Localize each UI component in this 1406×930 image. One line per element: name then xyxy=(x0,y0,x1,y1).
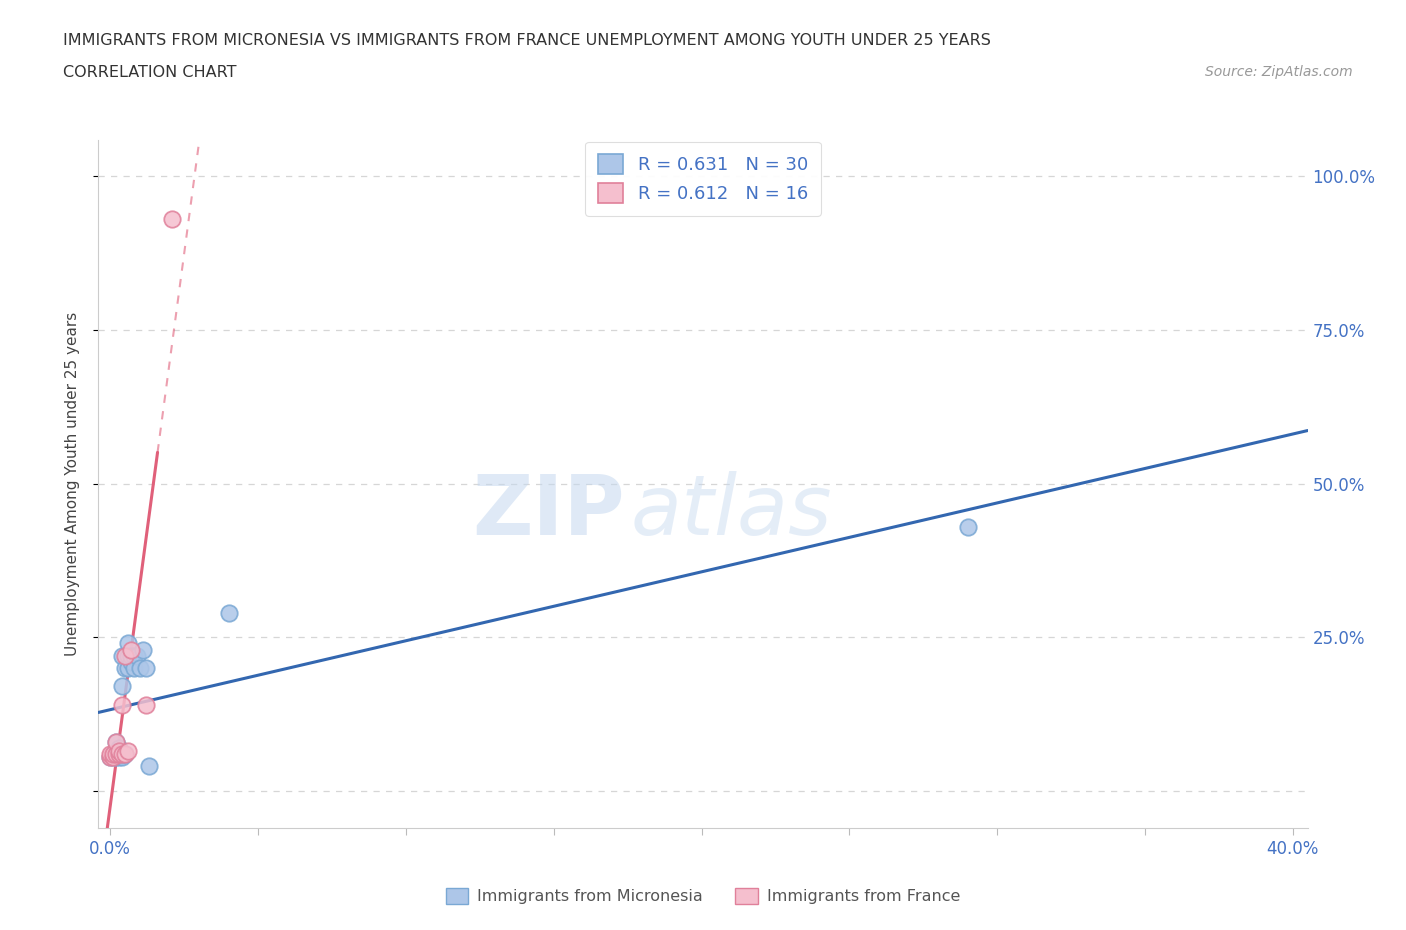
Y-axis label: Unemployment Among Youth under 25 years: Unemployment Among Youth under 25 years xyxy=(65,312,80,656)
Point xyxy=(111,698,134,712)
Point xyxy=(117,636,139,651)
Point xyxy=(98,750,121,764)
Point xyxy=(122,660,145,675)
Point xyxy=(105,747,128,762)
Point xyxy=(114,747,136,762)
Point xyxy=(122,648,145,663)
Point xyxy=(105,747,128,762)
Point xyxy=(111,648,134,663)
Text: atlas: atlas xyxy=(630,471,832,551)
Point xyxy=(132,642,155,657)
Point xyxy=(135,660,157,675)
Text: Source: ZipAtlas.com: Source: ZipAtlas.com xyxy=(1205,65,1353,79)
Point xyxy=(105,750,128,764)
Point xyxy=(103,747,125,762)
Point xyxy=(114,747,136,762)
Point xyxy=(117,648,139,663)
Point xyxy=(108,747,131,762)
Text: CORRELATION CHART: CORRELATION CHART xyxy=(63,65,236,80)
Point xyxy=(117,660,139,675)
Text: IMMIGRANTS FROM MICRONESIA VS IMMIGRANTS FROM FRANCE UNEMPLOYMENT AMONG YOUTH UN: IMMIGRANTS FROM MICRONESIA VS IMMIGRANTS… xyxy=(63,33,991,47)
Point xyxy=(125,648,148,663)
Point xyxy=(98,750,121,764)
Point xyxy=(103,750,125,764)
Point xyxy=(108,740,131,755)
Point xyxy=(108,743,131,758)
Point xyxy=(162,212,184,227)
Point xyxy=(128,660,150,675)
Point xyxy=(105,735,128,750)
Point xyxy=(108,743,131,758)
Point xyxy=(120,642,142,657)
Point xyxy=(103,750,125,764)
Point xyxy=(114,660,136,675)
Point xyxy=(120,648,142,663)
Point xyxy=(111,747,134,762)
Point xyxy=(111,747,134,762)
Point xyxy=(114,648,136,663)
Point xyxy=(105,735,128,750)
Point xyxy=(111,679,134,694)
Point xyxy=(108,750,131,764)
Point xyxy=(108,747,131,762)
Point xyxy=(138,759,160,774)
Point xyxy=(120,655,142,670)
Point xyxy=(135,698,157,712)
Point xyxy=(111,750,134,764)
Point xyxy=(98,747,121,762)
Point xyxy=(956,519,979,534)
Point xyxy=(117,743,139,758)
Legend: R = 0.631   N = 30, R = 0.612   N = 16: R = 0.631 N = 30, R = 0.612 N = 16 xyxy=(585,141,821,216)
Point xyxy=(218,605,240,620)
Text: ZIP: ZIP xyxy=(472,471,624,551)
Point xyxy=(103,747,125,762)
Legend: Immigrants from Micronesia, Immigrants from France: Immigrants from Micronesia, Immigrants f… xyxy=(439,882,967,910)
